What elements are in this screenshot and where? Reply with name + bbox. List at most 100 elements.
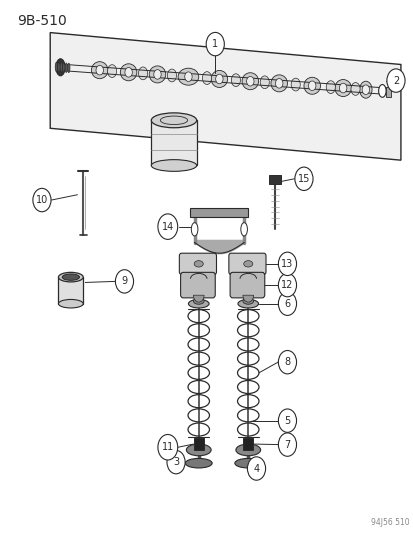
Circle shape	[166, 450, 185, 474]
Ellipse shape	[188, 300, 209, 308]
FancyBboxPatch shape	[180, 272, 215, 298]
Circle shape	[247, 457, 265, 480]
Ellipse shape	[125, 68, 132, 77]
Ellipse shape	[58, 300, 83, 308]
Circle shape	[294, 167, 312, 190]
Ellipse shape	[234, 458, 261, 468]
Ellipse shape	[153, 70, 161, 79]
Ellipse shape	[359, 81, 371, 98]
Ellipse shape	[350, 83, 359, 95]
Wedge shape	[193, 295, 204, 302]
Text: 94J56 510: 94J56 510	[370, 518, 408, 527]
Ellipse shape	[62, 274, 79, 280]
Ellipse shape	[96, 66, 103, 75]
Ellipse shape	[185, 458, 211, 468]
Circle shape	[157, 214, 177, 239]
Ellipse shape	[149, 66, 165, 83]
Bar	[268, 174, 280, 184]
Ellipse shape	[240, 223, 247, 236]
Ellipse shape	[378, 85, 385, 98]
Text: 11: 11	[161, 442, 173, 452]
Ellipse shape	[242, 298, 253, 304]
Circle shape	[157, 434, 177, 460]
Ellipse shape	[308, 81, 315, 91]
Ellipse shape	[60, 62, 62, 72]
Ellipse shape	[62, 63, 65, 72]
Ellipse shape	[67, 63, 70, 72]
Ellipse shape	[65, 63, 67, 72]
Text: 6: 6	[284, 298, 290, 309]
Ellipse shape	[275, 78, 282, 88]
Circle shape	[33, 188, 51, 212]
Ellipse shape	[151, 113, 196, 128]
Text: 2: 2	[392, 76, 398, 86]
Bar	[243, 438, 253, 450]
Circle shape	[278, 252, 296, 276]
Text: 13: 13	[281, 259, 293, 269]
Polygon shape	[58, 277, 83, 304]
Bar	[193, 438, 203, 450]
Ellipse shape	[325, 81, 335, 93]
Ellipse shape	[339, 83, 346, 93]
Ellipse shape	[243, 261, 252, 267]
Text: 9: 9	[121, 277, 127, 286]
Ellipse shape	[191, 223, 197, 236]
Ellipse shape	[290, 78, 299, 91]
Ellipse shape	[303, 77, 320, 94]
Text: 12: 12	[280, 280, 293, 290]
Text: 4: 4	[253, 464, 259, 473]
Text: 10: 10	[36, 195, 48, 205]
Wedge shape	[242, 295, 253, 302]
Text: 1: 1	[212, 39, 218, 49]
Ellipse shape	[194, 261, 203, 267]
Ellipse shape	[55, 62, 57, 72]
Circle shape	[115, 270, 133, 293]
Text: 15: 15	[297, 174, 309, 184]
Ellipse shape	[193, 298, 204, 304]
Ellipse shape	[107, 64, 116, 77]
FancyBboxPatch shape	[228, 253, 266, 274]
Ellipse shape	[237, 300, 258, 308]
Ellipse shape	[270, 75, 287, 92]
Text: 8: 8	[284, 357, 290, 367]
Circle shape	[386, 69, 404, 92]
Ellipse shape	[178, 68, 198, 85]
Ellipse shape	[361, 85, 369, 94]
Ellipse shape	[186, 444, 211, 456]
Polygon shape	[50, 33, 400, 160]
Text: 9B-510: 9B-510	[17, 14, 67, 28]
Ellipse shape	[202, 71, 211, 84]
Ellipse shape	[211, 70, 227, 87]
Circle shape	[278, 273, 296, 297]
Ellipse shape	[151, 160, 196, 171]
Text: 3: 3	[173, 457, 179, 467]
Ellipse shape	[91, 62, 108, 79]
Text: 14: 14	[161, 222, 173, 232]
Ellipse shape	[167, 69, 176, 82]
Circle shape	[278, 433, 296, 456]
Ellipse shape	[260, 76, 268, 88]
Ellipse shape	[242, 72, 258, 90]
Polygon shape	[386, 87, 390, 98]
Ellipse shape	[231, 74, 240, 86]
Ellipse shape	[334, 79, 351, 96]
Circle shape	[278, 292, 296, 316]
Circle shape	[206, 33, 224, 56]
Ellipse shape	[57, 62, 60, 72]
FancyBboxPatch shape	[230, 272, 264, 298]
Ellipse shape	[138, 67, 147, 80]
Polygon shape	[151, 120, 196, 165]
Ellipse shape	[56, 59, 65, 76]
Ellipse shape	[246, 76, 254, 86]
Circle shape	[278, 351, 296, 374]
Text: 5: 5	[284, 416, 290, 426]
Circle shape	[278, 409, 296, 432]
Text: 7: 7	[284, 440, 290, 450]
Ellipse shape	[235, 444, 260, 456]
FancyBboxPatch shape	[179, 253, 216, 274]
Ellipse shape	[120, 64, 137, 81]
Ellipse shape	[184, 72, 192, 82]
Ellipse shape	[215, 74, 223, 84]
Polygon shape	[190, 208, 248, 217]
Ellipse shape	[58, 272, 83, 282]
